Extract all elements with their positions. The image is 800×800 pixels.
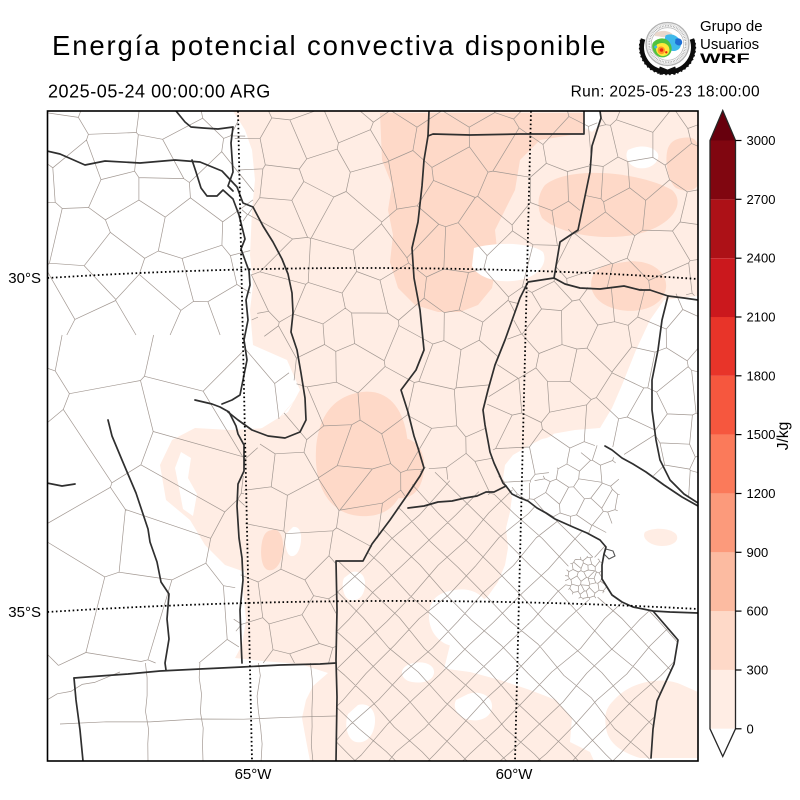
svg-text:2100: 2100 <box>747 310 776 325</box>
svg-text:35°S: 35°S <box>8 604 41 621</box>
svg-text:1500: 1500 <box>747 427 776 442</box>
svg-text:300: 300 <box>747 663 769 678</box>
svg-text:3000: 3000 <box>747 133 776 148</box>
svg-text:65°W: 65°W <box>235 766 273 783</box>
svg-text:Run: 2025-05-23 18:00:00: Run: 2025-05-23 18:00:00 <box>571 84 760 101</box>
svg-text:1200: 1200 <box>747 486 776 501</box>
svg-text:900: 900 <box>747 545 769 560</box>
svg-text:WRF: WRF <box>700 51 750 66</box>
svg-text:2400: 2400 <box>747 251 776 266</box>
svg-text:1800: 1800 <box>747 368 776 383</box>
svg-text:0: 0 <box>747 721 754 736</box>
svg-text:600: 600 <box>747 604 769 619</box>
svg-text:30°S: 30°S <box>8 270 41 287</box>
svg-text:60°W: 60°W <box>496 766 534 783</box>
svg-text:2025-05-24 00:00:00 ARG: 2025-05-24 00:00:00 ARG <box>48 82 271 102</box>
svg-text:Energía potencial convectiva d: Energía potencial convectiva disponible <box>52 30 607 61</box>
svg-text:Grupo de: Grupo de <box>700 18 763 35</box>
svg-text:2700: 2700 <box>747 192 776 207</box>
svg-text:J/kg: J/kg <box>775 422 792 450</box>
svg-text:Usuarios: Usuarios <box>700 36 759 53</box>
